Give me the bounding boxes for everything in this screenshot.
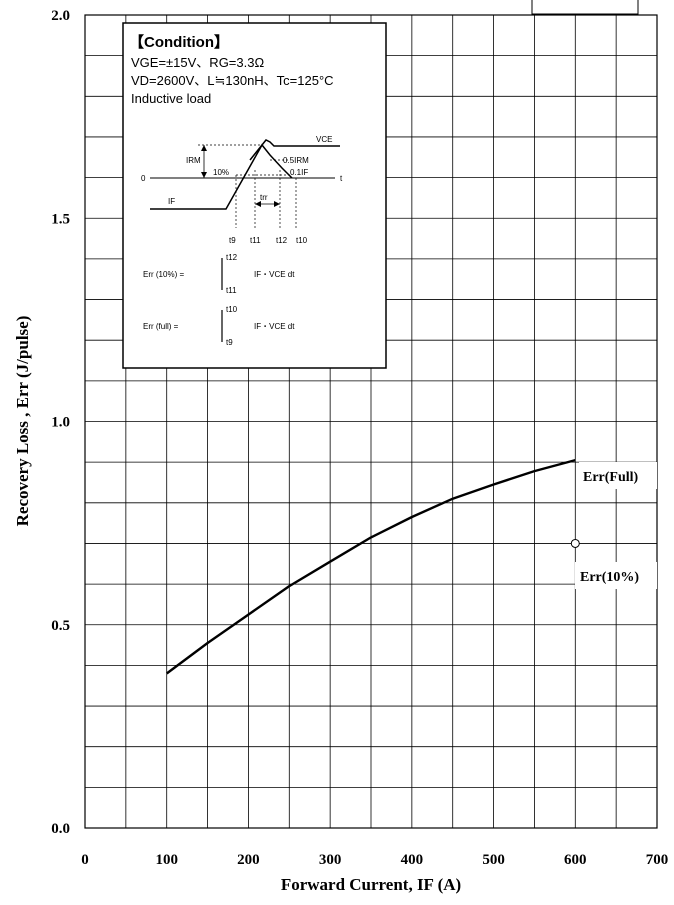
err-10-point bbox=[570, 538, 580, 548]
x-tick-label: 700 bbox=[646, 852, 669, 868]
wf-label-zero: 0 bbox=[141, 174, 146, 183]
y-axis-title: Recovery Loss , Err (J/pulse) bbox=[13, 316, 32, 527]
eq1-lhs: Err (10%) = bbox=[143, 270, 184, 279]
cropped-box bbox=[531, 0, 639, 15]
eq2-lower: t9 bbox=[226, 338, 233, 347]
err-full-line bbox=[165, 458, 576, 675]
wf-label-t9: t9 bbox=[229, 236, 236, 245]
if-waveform bbox=[150, 143, 293, 210]
condition-box: 【Condition】 VGE=±15V、RG=3.3Ω VD=2600V、L≒… bbox=[122, 22, 387, 369]
x-tick-label: 100 bbox=[155, 852, 178, 868]
series-layer bbox=[165, 458, 580, 675]
condition-line-3: Inductive load bbox=[131, 91, 211, 106]
x-tick-label: 200 bbox=[237, 852, 260, 868]
x-tick-label: 500 bbox=[482, 852, 505, 868]
irm-arrow-head-bottom bbox=[201, 172, 207, 178]
y-tick-label: 0.0 bbox=[51, 821, 70, 837]
err-10-label: Err(10%) bbox=[580, 570, 639, 585]
y-tick-label: 1.0 bbox=[51, 415, 70, 431]
x-tick-label: 0 bbox=[81, 852, 89, 868]
trr-arrow-head-right bbox=[274, 201, 280, 207]
y-tick-label: 2.0 bbox=[51, 8, 70, 24]
wf-label-t: t bbox=[340, 174, 343, 183]
wf-label-if: IF bbox=[168, 197, 175, 206]
eq2-upper: t10 bbox=[226, 305, 238, 314]
x-tick-label: 400 bbox=[401, 852, 424, 868]
condition-box-frame bbox=[122, 22, 387, 369]
condition-line-1: VGE=±15V、RG=3.3Ω bbox=[131, 55, 264, 70]
wf-label-tenth-if: 0.1IF bbox=[290, 168, 308, 177]
condition-title: 【Condition】 bbox=[129, 33, 229, 51]
err-10-label-bg bbox=[575, 562, 657, 589]
err-full-label-bg bbox=[579, 462, 657, 489]
wf-label-trr: trr bbox=[260, 193, 268, 202]
y-axis-ticks: 0.0 0.5 1.0 1.5 2.0 bbox=[51, 8, 70, 837]
wf-label-ten-pct: 10% bbox=[213, 168, 229, 177]
eq2-integrand: IF・VCE dt bbox=[254, 322, 295, 331]
eq1-integrand: IF・VCE dt bbox=[254, 270, 295, 279]
condition-line-2: VD=2600V、L≒130nH、Tc=125°C bbox=[131, 73, 334, 88]
x-axis-ticks: 0 100 200 300 400 500 600 700 bbox=[81, 852, 668, 868]
x-axis-title: Forward Current, IF (A) bbox=[281, 875, 461, 894]
x-tick-label: 300 bbox=[319, 852, 342, 868]
trr-arrow-head-left bbox=[255, 201, 261, 207]
wf-label-vce: VCE bbox=[316, 135, 332, 144]
y-tick-label: 0.5 bbox=[51, 618, 70, 634]
err-full-label: Err(Full) bbox=[583, 470, 639, 485]
eq1-lower: t11 bbox=[226, 286, 237, 295]
wf-label-t12: t12 bbox=[276, 236, 288, 245]
wf-label-t11: t11 bbox=[250, 236, 261, 245]
wf-label-t10: t10 bbox=[296, 236, 308, 245]
eq2-lhs: Err (full) = bbox=[143, 322, 179, 331]
wf-label-half-irm: 0.5IRM bbox=[283, 156, 309, 165]
wf-label-irm: IRM bbox=[186, 156, 201, 165]
y-tick-label: 1.5 bbox=[51, 211, 70, 227]
waveform-diagram bbox=[150, 139, 340, 342]
irm-arrow-head-top bbox=[201, 145, 207, 151]
plot-frame bbox=[84, 14, 658, 829]
x-tick-label: 600 bbox=[564, 852, 587, 868]
eq1-upper: t12 bbox=[226, 253, 238, 262]
